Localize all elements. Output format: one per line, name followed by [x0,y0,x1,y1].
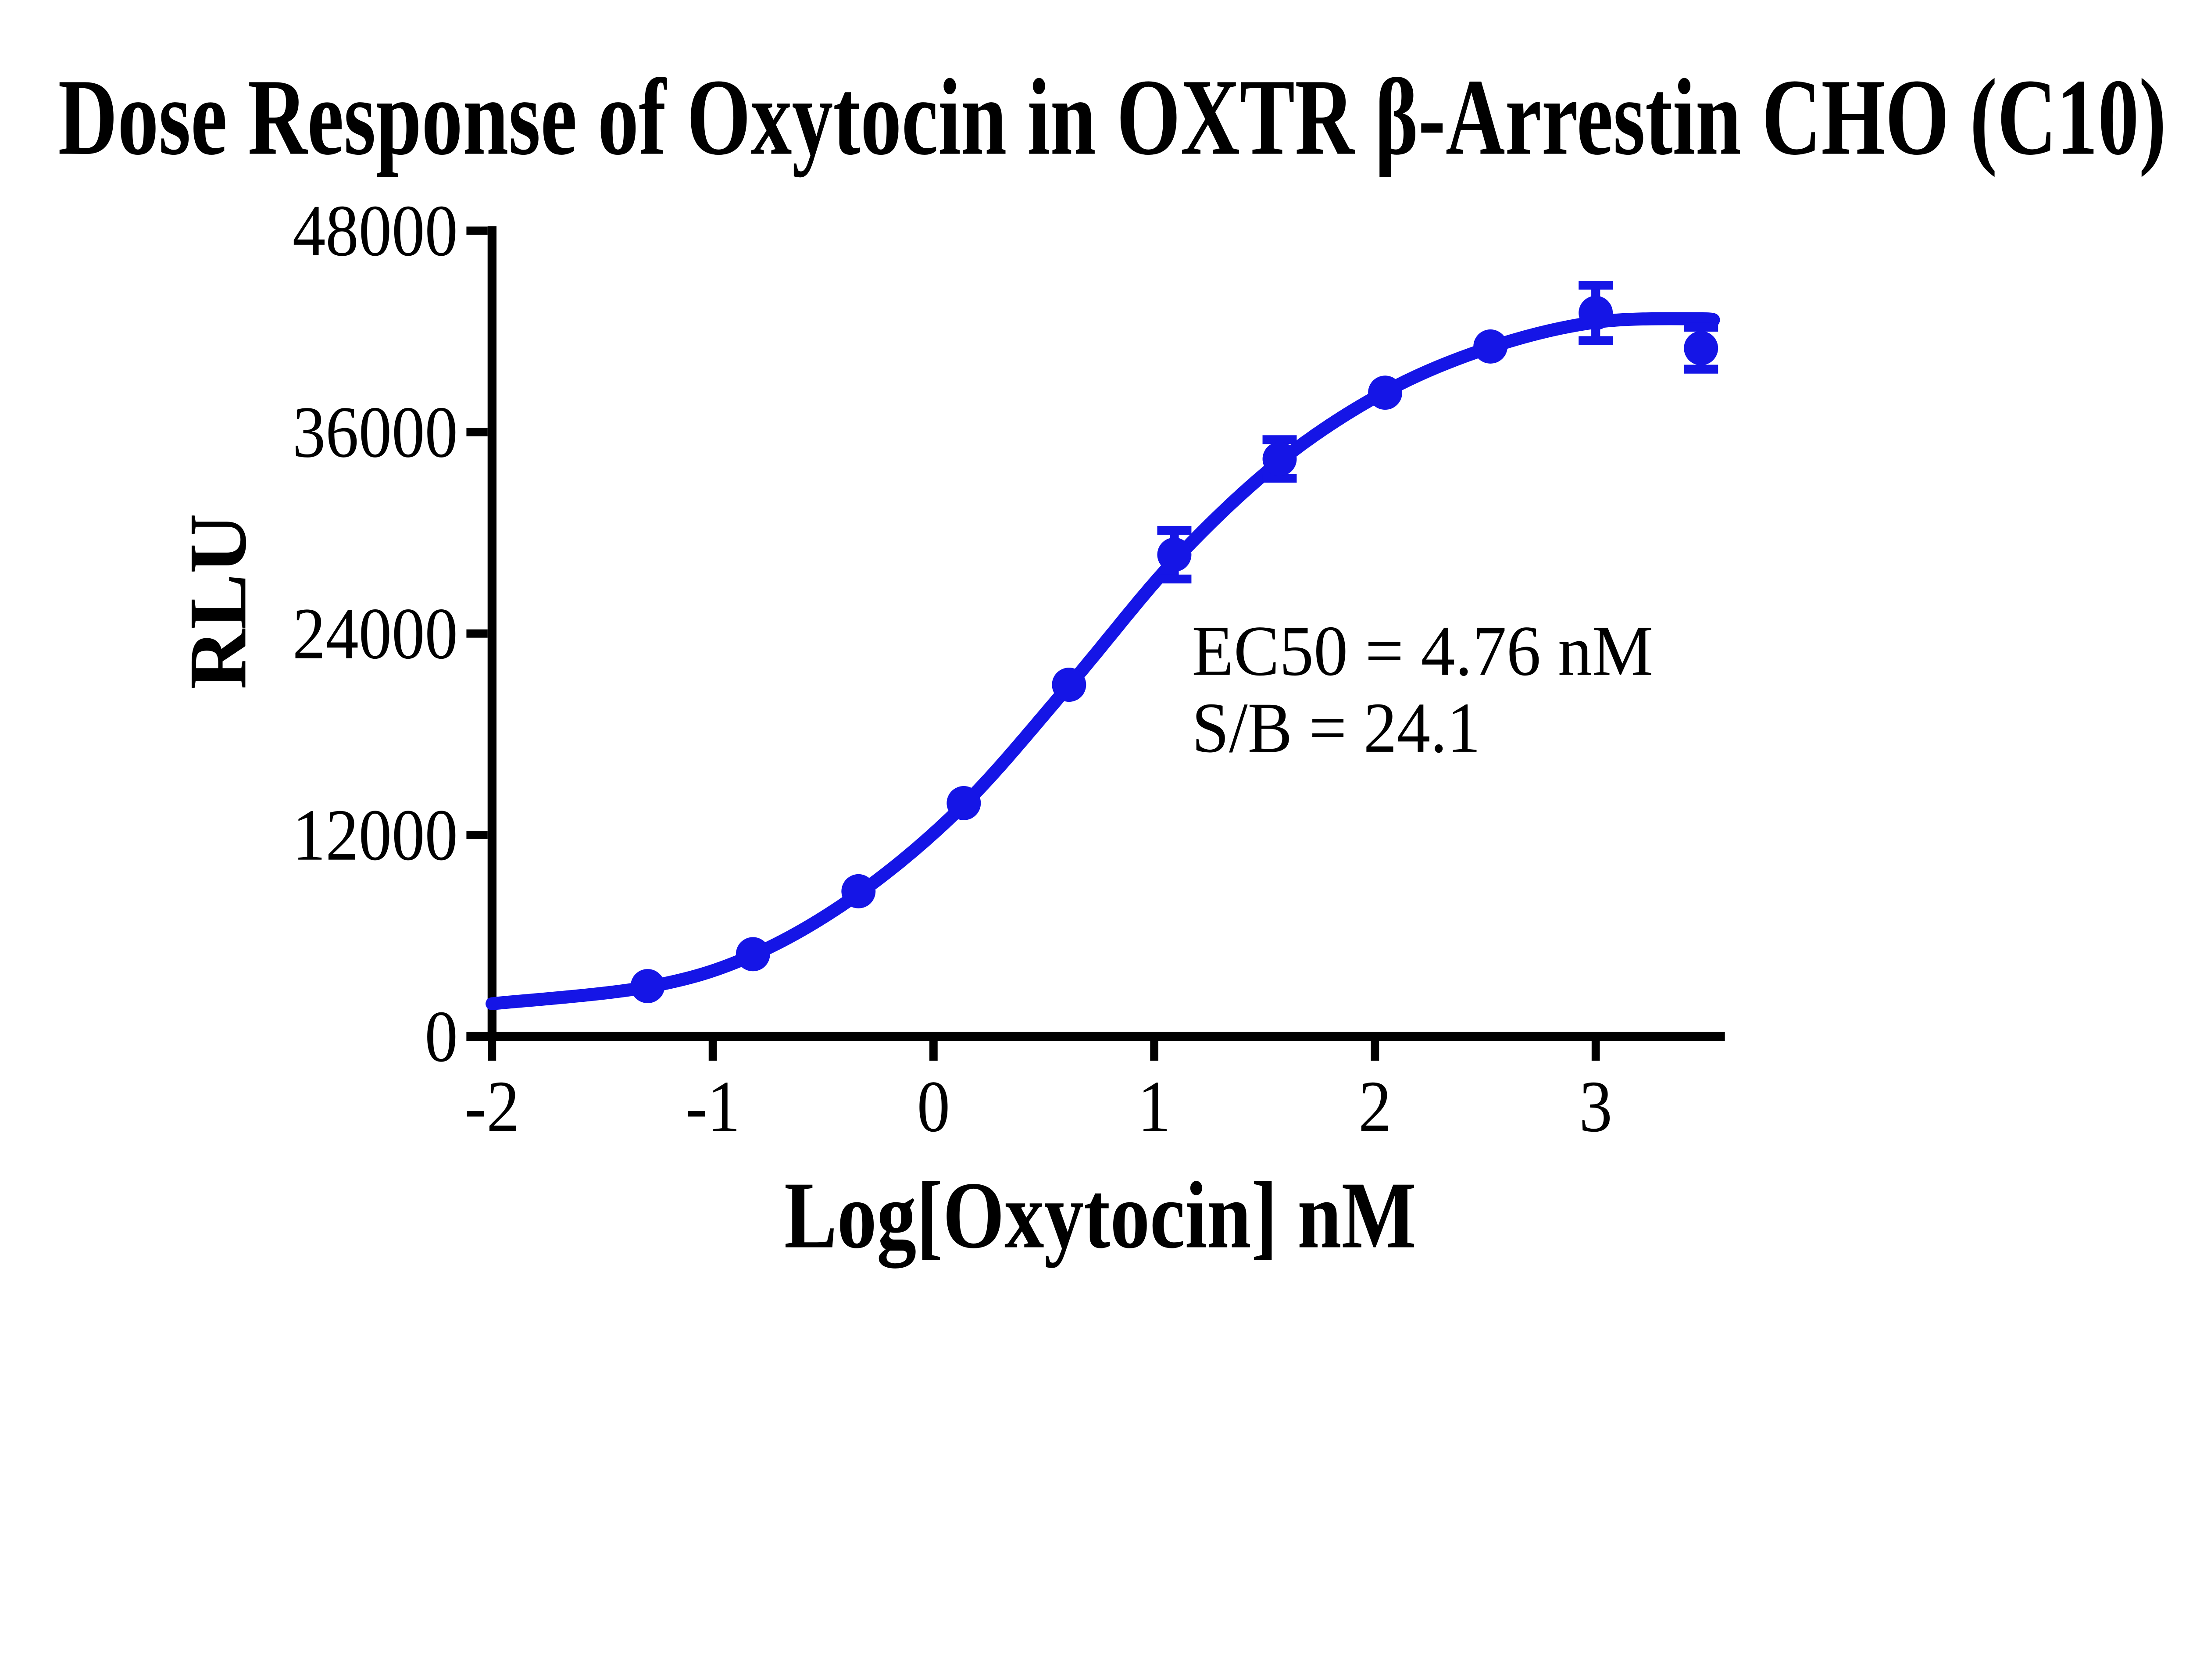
data-point-marker [1262,442,1297,476]
x-tick-label: 1 [1138,1066,1171,1147]
x-tick-label: 3 [1579,1066,1612,1147]
chart-title: Dose Response of Oxytocin in OXTR β-Arre… [58,57,2166,178]
dose-response-chart: Dose Response of Oxytocin in OXTR β-Arre… [58,56,2167,1269]
data-point-marker [630,969,665,1003]
data-point-marker [1368,375,1403,410]
y-tick-label: 48000 [293,190,458,272]
data-point-marker [841,874,876,908]
y-tick-label: 12000 [293,795,458,876]
y-tick-label: 24000 [293,593,458,674]
axes-layer: -2 -1 0 1 2 3 0 12000 24000 36000 48000 [293,190,1725,1147]
x-tick-label: -1 [685,1066,740,1147]
data-point-marker [1473,329,1508,364]
x-tick-label: -2 [464,1066,519,1147]
data-point-marker [1579,296,1613,330]
ec50-annotation: EC50 = 4.76 nM [1192,611,1653,691]
x-axis-label: Log[Oxytocin] nM [784,1163,1416,1269]
points-layer [630,281,1718,1003]
signal-background-annotation: S/B = 24.1 [1192,688,1480,768]
x-tick-label: 2 [1358,1066,1392,1147]
data-point-marker [1157,537,1192,572]
y-axis-label: RLU [172,514,263,690]
y-tick-label: 36000 [293,392,458,473]
data-point-marker [1052,668,1086,702]
data-point-marker [736,937,770,972]
data-point-marker [1684,331,1718,365]
fit-annotation: EC50 = 4.76 nM S/B = 24.1 [1192,611,1653,768]
y-tick-label: 0 [425,996,458,1077]
data-point-marker [946,786,981,820]
x-tick-label: 0 [917,1066,950,1147]
